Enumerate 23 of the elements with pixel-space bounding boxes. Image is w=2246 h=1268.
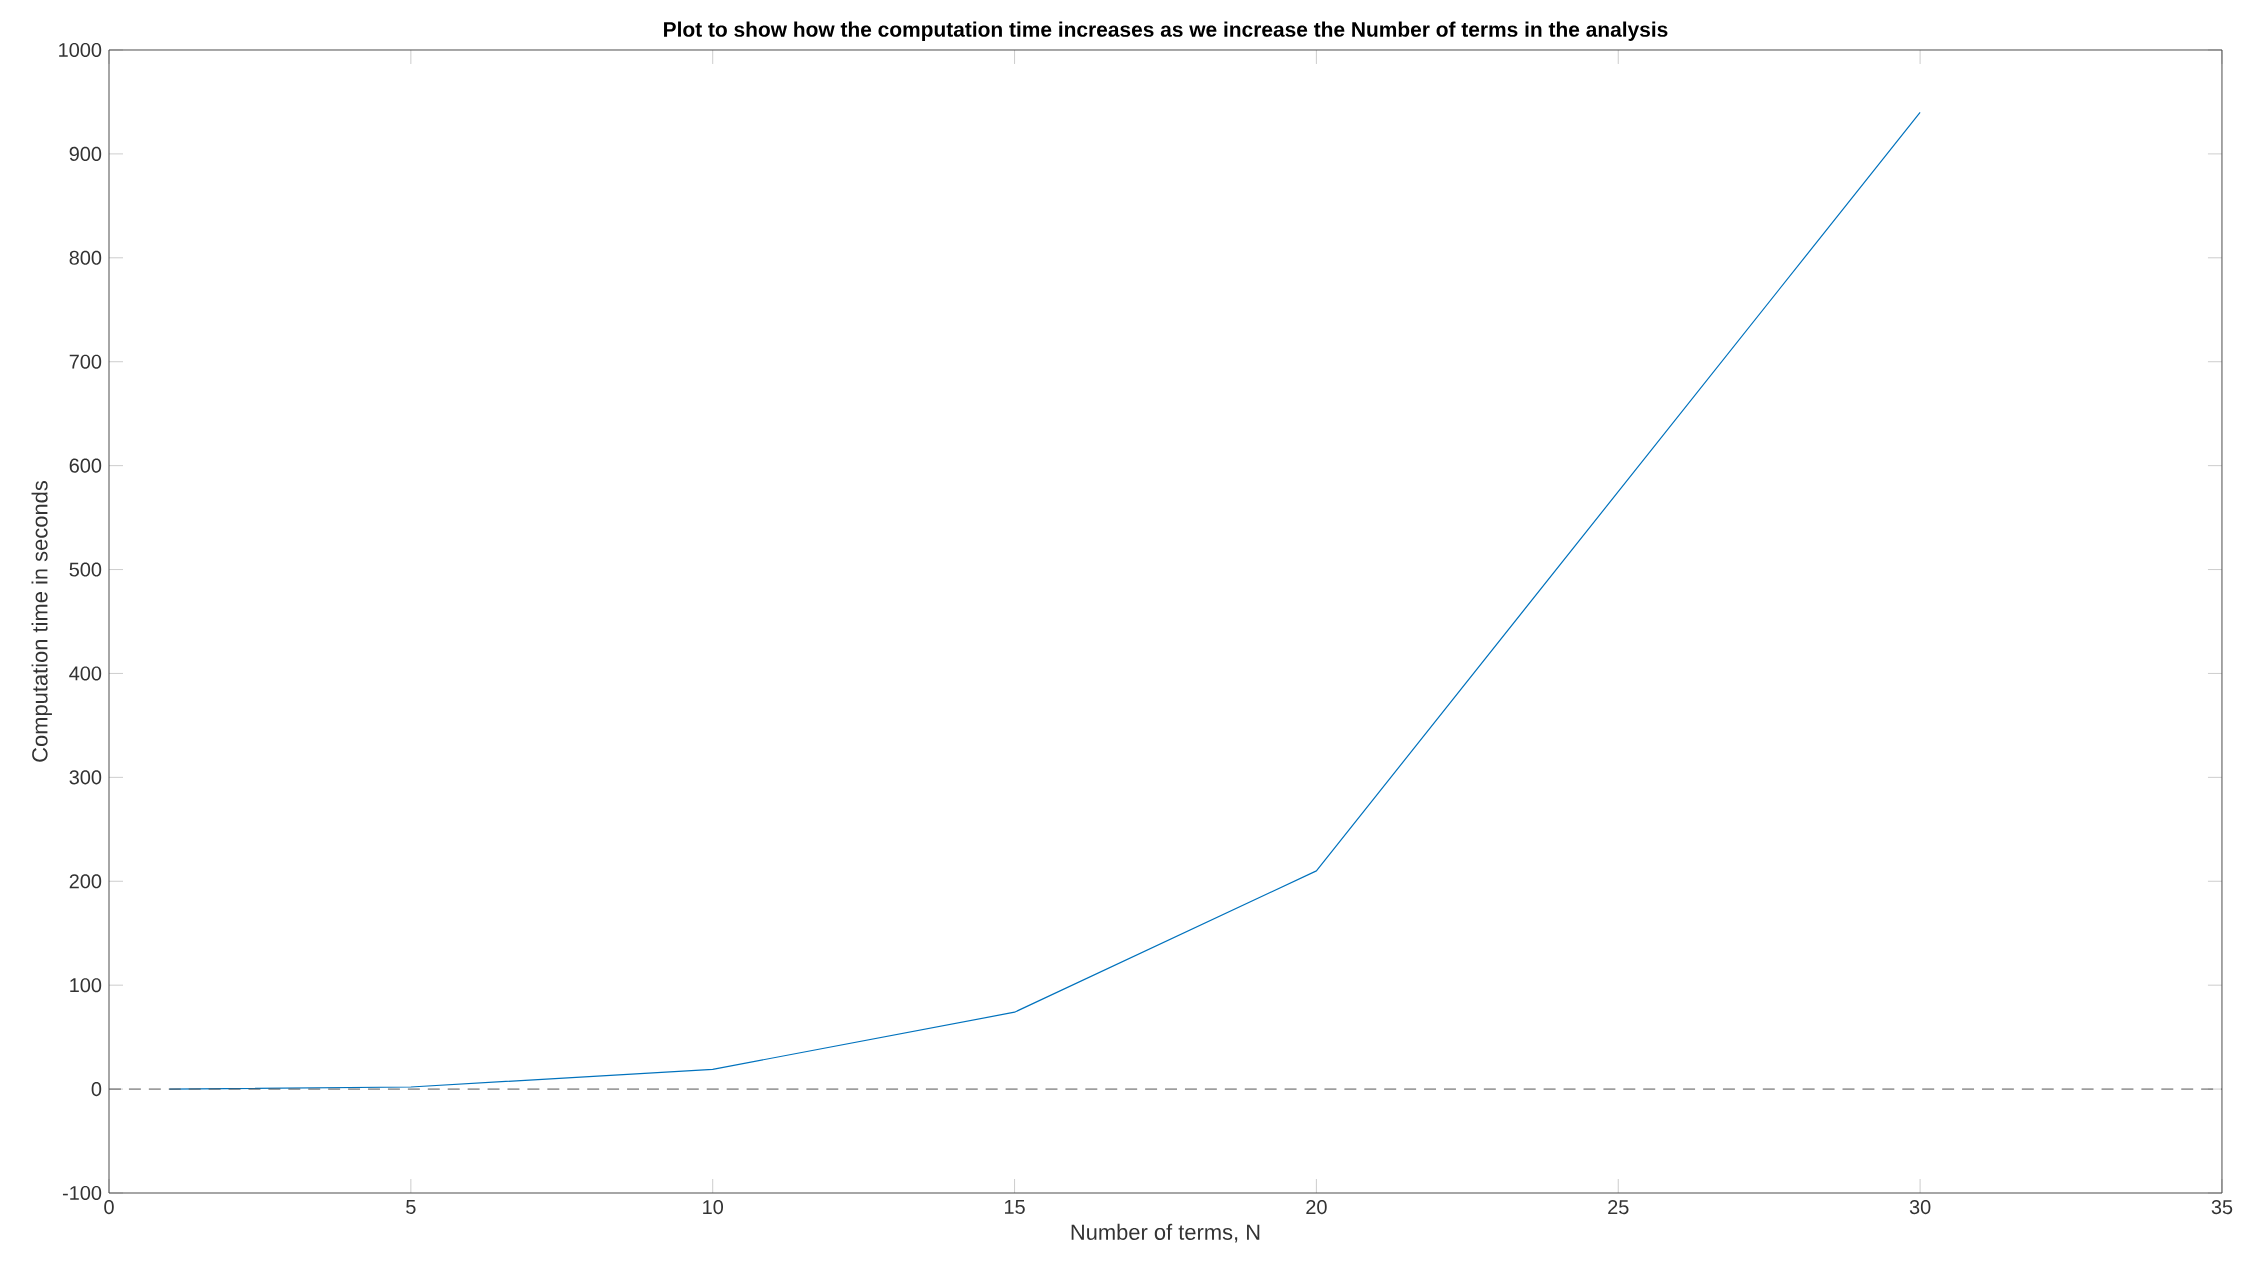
- chart-title: Plot to show how the computation time increases as we increase the Number of terms in the analysis: [664, 21, 1668, 41]
- y-tick-label: 700: [69, 354, 102, 369]
- y-tick-label: 800: [69, 250, 102, 265]
- x-tick-label: 5: [406, 1200, 416, 1214]
- x-tick-label: 20: [1306, 1200, 1327, 1215]
- x-tick-label: 0: [104, 1200, 114, 1215]
- y-tick-label: 200: [69, 874, 102, 889]
- y-tick-label: 100: [70, 978, 102, 993]
- y-tick-label: 500: [69, 562, 102, 577]
- y-tick-label: 600: [69, 458, 102, 473]
- x-tick-label: 25: [1608, 1200, 1629, 1215]
- y-tick-label: 900: [69, 146, 102, 161]
- x-axis-title: Number of terms, N: [1071, 1223, 1260, 1243]
- x-tick-label: 35: [2211, 1200, 2233, 1215]
- x-tick-label: 10: [703, 1200, 724, 1215]
- y-axis-title: Computation time in seconds: [31, 481, 52, 762]
- y-tick-label: 400: [69, 666, 102, 681]
- y-tick-label: 300: [69, 770, 102, 785]
- x-tick-label: 15: [1005, 1200, 1025, 1214]
- x-tick-label: 30: [1909, 1200, 1931, 1215]
- y-tick-label: 1000: [59, 42, 102, 58]
- y-tick-label: 0: [91, 1082, 102, 1097]
- y-tick-label: -100: [62, 1185, 102, 1201]
